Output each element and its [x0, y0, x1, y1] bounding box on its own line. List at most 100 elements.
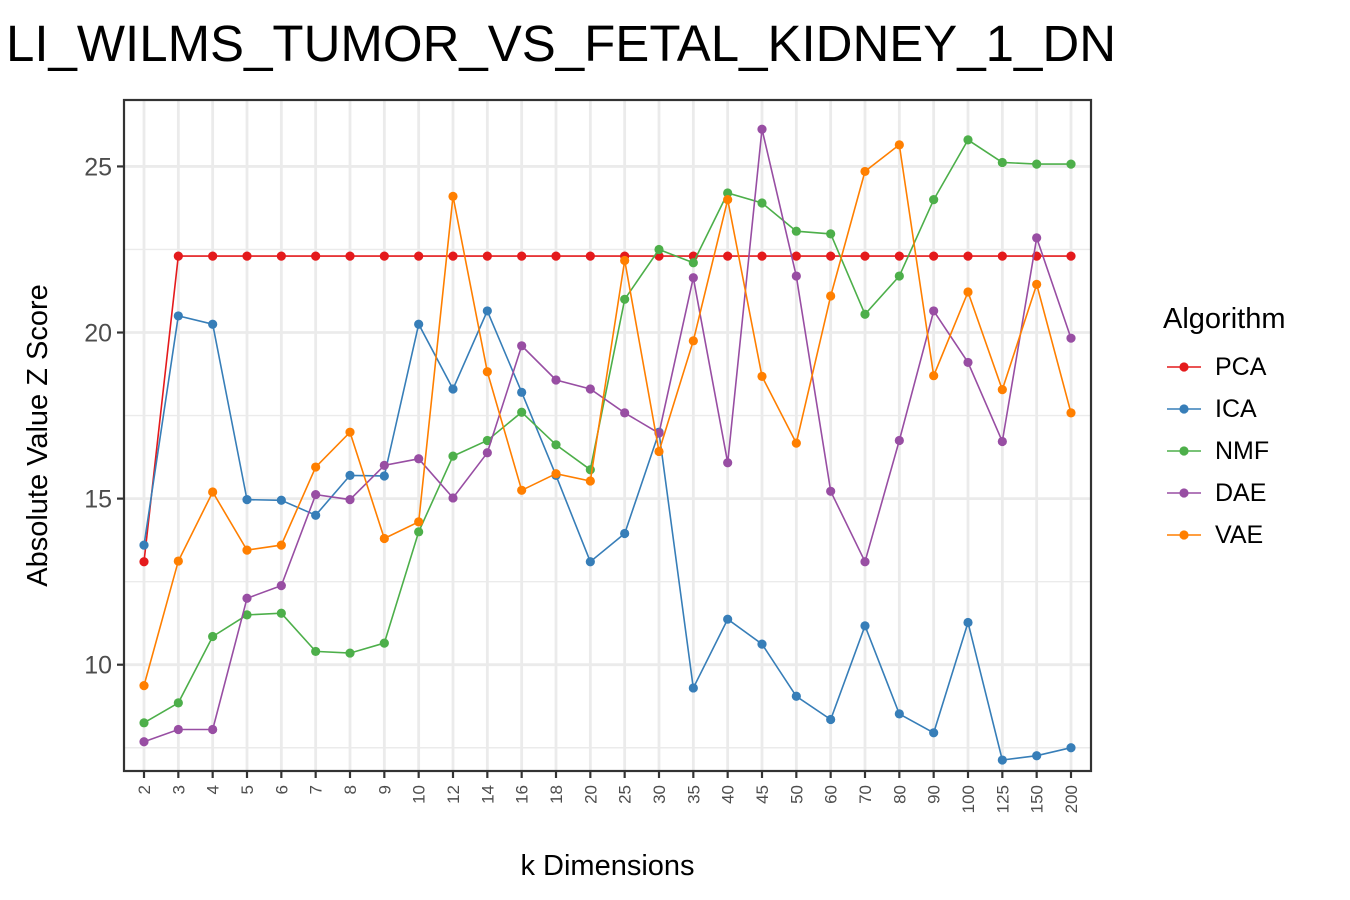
data-point-vae — [860, 166, 870, 177]
data-point-ica — [448, 384, 458, 394]
data-point-vae — [997, 385, 1007, 395]
data-point-vae — [963, 287, 973, 297]
data-point-dae — [757, 124, 767, 134]
data-point-vae — [414, 517, 424, 527]
data-point-vae — [448, 191, 458, 201]
legend-item-dae: DAE — [1163, 472, 1286, 514]
chart-title: LI_WILMS_TUMOR_VS_FETAL_KIDNEY_1_DN — [6, 15, 1117, 72]
x-tick-label: 200 — [1062, 785, 1081, 813]
data-point-ica — [997, 755, 1007, 765]
data-point-ica — [1066, 743, 1076, 753]
data-point-vae — [379, 533, 389, 544]
x-tick-label: 25 — [616, 785, 635, 804]
data-point-vae — [585, 476, 595, 486]
data-point-dae — [345, 495, 355, 505]
data-point-pca — [482, 251, 492, 261]
data-point-nmf — [276, 608, 286, 618]
data-point-nmf — [688, 258, 698, 268]
legend-key-nmf — [1167, 446, 1201, 456]
data-point-nmf — [654, 244, 664, 255]
data-point-ica — [723, 614, 733, 624]
data-point-dae — [482, 448, 492, 458]
legend-key-point — [1179, 530, 1189, 540]
legend-item-pca: PCA — [1163, 346, 1286, 388]
series-pca — [139, 251, 1076, 567]
data-point-vae — [826, 291, 836, 301]
data-point-dae — [311, 490, 321, 500]
data-point-dae — [585, 384, 595, 394]
y-tick-label: 10 — [84, 652, 112, 680]
data-point-dae — [1066, 333, 1076, 343]
series-line-vae — [143, 143, 1072, 686]
x-tick-label: 16 — [513, 785, 532, 804]
data-point-pca — [1066, 251, 1076, 261]
data-point-dae — [139, 737, 149, 747]
data-point-ica — [276, 495, 286, 505]
series-line-pca — [143, 255, 1071, 562]
data-point-vae — [1032, 279, 1042, 289]
data-point-dae — [791, 271, 801, 281]
x-tick-label: 100 — [959, 785, 978, 813]
data-point-pca — [929, 251, 939, 261]
data-point-dae — [860, 557, 870, 567]
data-point-pca — [585, 251, 595, 261]
data-point-dae — [929, 306, 939, 316]
data-point-pca — [963, 251, 973, 261]
data-point-nmf — [860, 309, 870, 319]
data-point-vae — [242, 545, 252, 555]
grid — [124, 100, 1091, 771]
data-point-pca — [173, 251, 183, 261]
legend-key-point — [1179, 404, 1189, 414]
data-point-nmf — [929, 195, 939, 205]
legend-label: PCA — [1215, 352, 1267, 381]
x-tick-label: 8 — [341, 785, 360, 794]
legend-key-point — [1179, 446, 1189, 456]
data-point-ica — [963, 617, 973, 628]
legend-label: VAE — [1215, 520, 1264, 549]
x-tick-label: 60 — [822, 785, 841, 804]
x-tick-label: 20 — [581, 785, 600, 804]
series-line-nmf — [143, 138, 1071, 724]
y-tick-label: 25 — [84, 153, 112, 181]
x-tick-label: 4 — [204, 785, 223, 794]
data-point-ica — [1032, 751, 1042, 761]
data-point-nmf — [139, 718, 149, 728]
data-point-nmf — [482, 435, 492, 446]
data-point-nmf — [208, 631, 218, 642]
data-point-dae — [276, 581, 286, 591]
data-point-pca — [826, 251, 836, 261]
data-point-nmf — [448, 451, 458, 461]
data-point-pca — [997, 251, 1007, 261]
data-point-nmf — [620, 294, 630, 304]
legend-item-ica: ICA — [1163, 388, 1286, 430]
data-point-ica — [894, 709, 904, 719]
data-point-ica — [929, 728, 939, 738]
data-point-nmf — [894, 271, 904, 281]
data-point-nmf — [585, 465, 595, 475]
data-point-vae — [482, 367, 492, 377]
data-point-ica — [242, 495, 252, 505]
legend: Algorithm PCA ICA NMF DAE VAE — [1163, 303, 1286, 556]
data-point-nmf — [963, 135, 973, 145]
data-point-nmf — [723, 188, 733, 198]
data-point-dae — [517, 341, 527, 351]
x-axis-title: k Dimensions — [520, 850, 694, 882]
data-point-nmf — [791, 226, 801, 236]
data-point-nmf — [173, 698, 183, 708]
data-point-nmf — [414, 527, 424, 537]
x-tick-label: 30 — [650, 785, 669, 804]
data-point-vae — [620, 255, 630, 266]
x-tick-label: 150 — [1028, 785, 1047, 813]
x-tick-label: 5 — [238, 785, 257, 794]
legend-label: ICA — [1215, 394, 1257, 423]
data-point-ica — [139, 540, 149, 550]
data-point-pca — [345, 251, 355, 261]
x-tick-label: 9 — [375, 785, 394, 794]
data-point-nmf — [1066, 159, 1076, 169]
data-point-ica — [860, 621, 870, 631]
data-point-ica — [791, 691, 801, 701]
data-point-vae — [139, 681, 149, 691]
x-tick-label: 90 — [925, 785, 944, 804]
